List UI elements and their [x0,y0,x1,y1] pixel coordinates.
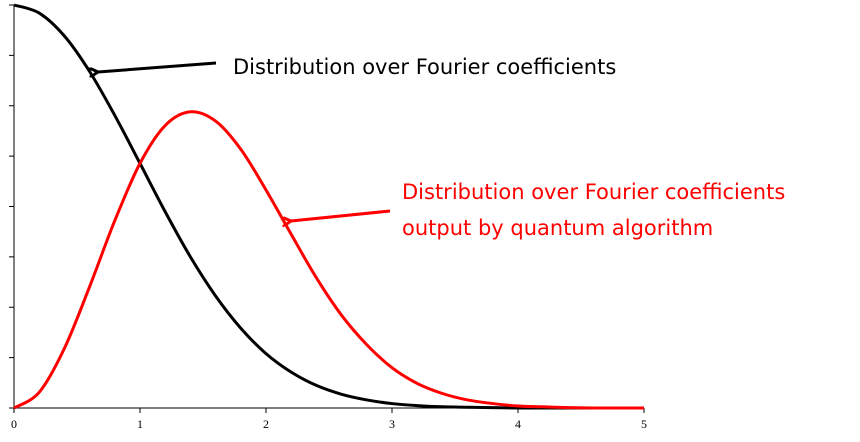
x-tick-label: 3 [389,417,395,431]
x-tick-label: 1 [137,417,143,431]
series-line [13,110,644,410]
x-tick-label: 5 [641,417,647,431]
arrow [291,209,391,221]
x-tick-label: 2 [263,417,269,431]
x-tick-label: 0 [11,417,17,431]
annotation: Distribution over Fourier coefficients [402,180,785,204]
x-tick-label: 4 [515,417,521,431]
annotation: output by quantum algorithm [402,216,713,240]
arrow [98,61,217,72]
annotation: Distribution over Fourier coefficients [233,55,616,79]
